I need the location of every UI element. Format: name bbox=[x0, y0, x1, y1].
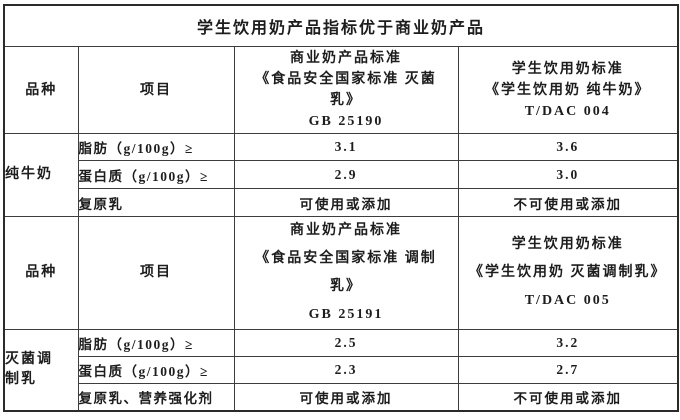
commercial-value-cell: 3.1 bbox=[233, 133, 459, 161]
commercial-value-cell: 可使用或添加 bbox=[233, 383, 459, 411]
student-standard-header: 学生饮用奶标准 《学生饮用奶 纯牛奶》 T/DAC 004 bbox=[457, 46, 679, 134]
table-row: 灭菌调 制乳 脂肪（g/100g）≥ 2.5 3.2 bbox=[3, 329, 679, 411]
variety-header: 品种 bbox=[3, 216, 79, 330]
student-standard-header: 学生饮用奶标准 《学生饮用奶 灭菌调制乳》 T/DAC 005 bbox=[457, 216, 679, 330]
student-value-cell: 不可使用或添加 bbox=[457, 383, 679, 411]
table-row: 复原乳、营养强化剂 可使用或添加 不可使用或添加 bbox=[4, 383, 679, 411]
table-row: 复原乳 可使用或添加 不可使用或添加 bbox=[4, 188, 679, 217]
table-title-row: 学生饮用奶产品指标优于商业奶产品 bbox=[3, 4, 679, 47]
commercial-value-cell: 2.5 bbox=[233, 329, 459, 357]
table-row: 蛋白质（g/100g）≥ 2.3 2.7 bbox=[4, 356, 679, 384]
item-header: 项目 bbox=[77, 46, 235, 134]
student-value-cell: 3.0 bbox=[457, 160, 679, 189]
student-value-cell: 3.2 bbox=[457, 329, 679, 357]
section2-header-row: 品种 项目 商业奶产品标准 《食品安全国家标准 调制 乳》 GB 25191 学… bbox=[3, 216, 679, 330]
item-cell: 脂肪（g/100g）≥ bbox=[77, 133, 235, 161]
student-value-cell: 3.6 bbox=[457, 133, 679, 161]
commercial-value-cell: 2.9 bbox=[233, 160, 459, 189]
item-cell: 蛋白质（g/100g）≥ bbox=[77, 160, 235, 189]
commercial-value-cell: 2.3 bbox=[233, 356, 459, 384]
item-cell: 蛋白质（g/100g）≥ bbox=[77, 356, 235, 384]
student-value-cell: 2.7 bbox=[457, 356, 679, 384]
table-title: 学生饮用奶产品指标优于商业奶产品 bbox=[3, 4, 679, 47]
commercial-standard-header: 商业奶产品标准 《食品安全国家标准 灭菌 乳》 GB 25190 bbox=[233, 46, 459, 134]
item-cell: 复原乳 bbox=[77, 188, 235, 217]
item-cell: 复原乳、营养强化剂 bbox=[77, 383, 235, 411]
student-value-cell: 不可使用或添加 bbox=[457, 188, 679, 217]
section1-header-row: 品种 项目 商业奶产品标准 《食品安全国家标准 灭菌 乳》 GB 25190 学… bbox=[3, 46, 679, 134]
table-row: 纯牛奶 脂肪（g/100g）≥ 3.1 3.6 bbox=[3, 133, 679, 217]
variety-header: 品种 bbox=[3, 46, 79, 134]
item-cell: 脂肪（g/100g）≥ bbox=[77, 329, 235, 357]
milk-standards-table: 学生饮用奶产品指标优于商业奶产品 品种 项目 商业奶产品标准 《食品安全国家标准… bbox=[3, 4, 680, 412]
variety-cell: 灭菌调 制乳 bbox=[3, 329, 79, 411]
table-row: 蛋白质（g/100g）≥ 2.9 3.0 bbox=[4, 160, 679, 189]
variety-cell: 纯牛奶 bbox=[3, 133, 79, 217]
commercial-standard-header: 商业奶产品标准 《食品安全国家标准 调制 乳》 GB 25191 bbox=[233, 216, 459, 330]
commercial-value-cell: 可使用或添加 bbox=[233, 188, 459, 217]
item-header: 项目 bbox=[77, 216, 235, 330]
